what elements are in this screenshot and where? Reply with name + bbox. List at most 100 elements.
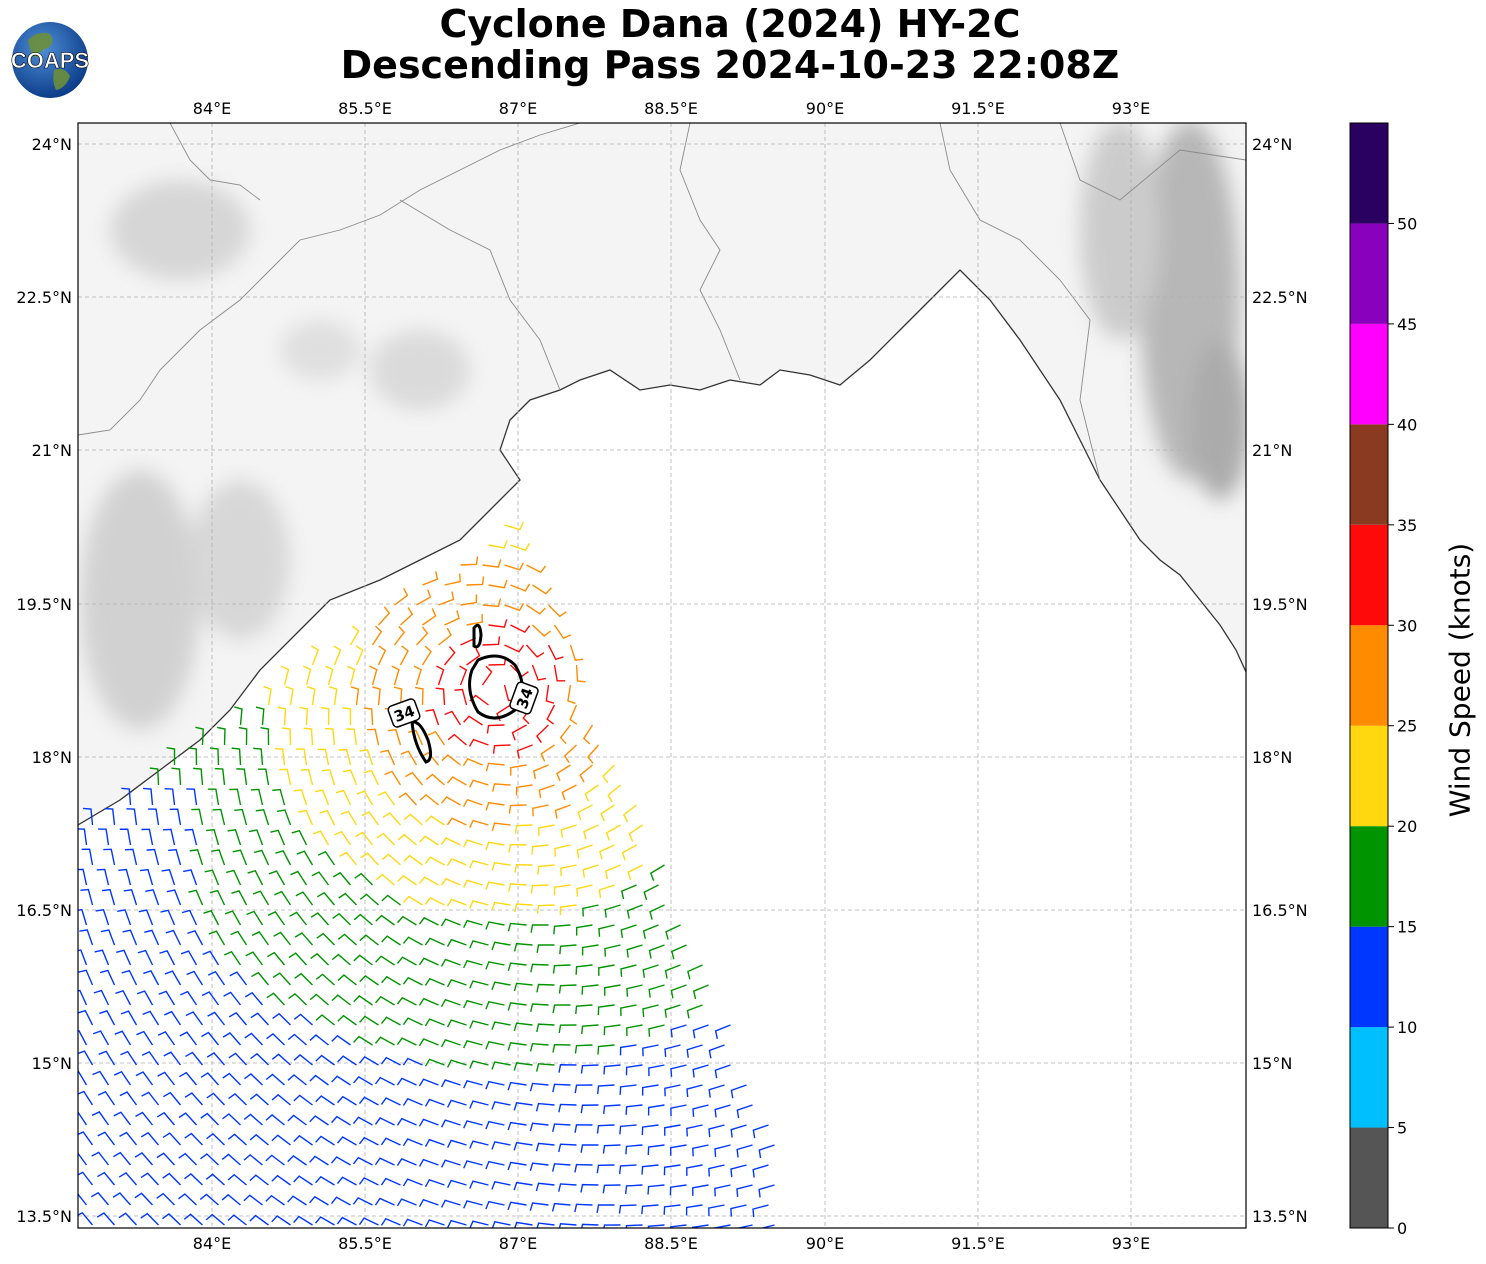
- wind-barb: [310, 645, 320, 666]
- wind-barb: [355, 645, 364, 666]
- colorbar-tick-label: 35: [1397, 516, 1417, 535]
- wind-barb: [381, 935, 401, 946]
- wind-barb: [349, 625, 360, 646]
- wind-barb: [625, 1104, 643, 1115]
- wind-barb: [382, 812, 402, 826]
- wind-barb: [491, 1221, 511, 1228]
- wind-barb: [287, 1195, 307, 1206]
- wind-barb: [253, 747, 264, 766]
- wind-barb: [626, 1024, 643, 1036]
- wind-barb: [332, 871, 352, 886]
- wind-barb: [485, 1120, 505, 1130]
- wind-barb: [375, 955, 395, 966]
- wind-barb: [685, 1204, 703, 1216]
- wind-barb: [138, 909, 154, 926]
- wind-barb: [91, 1151, 110, 1166]
- wind-barb: [485, 1040, 505, 1050]
- wind-barb: [447, 1219, 467, 1228]
- wind-barb: [288, 992, 307, 1006]
- wind-barb: [469, 859, 489, 869]
- wind-barb: [446, 1019, 467, 1028]
- wind-barb: [339, 851, 358, 866]
- wind-barb: [736, 1144, 753, 1158]
- wind-barb: [331, 994, 351, 1006]
- wind-barb: [178, 1152, 197, 1166]
- wind-barb: [142, 787, 154, 806]
- wind-barb: [207, 1011, 226, 1026]
- wind-barb: [582, 904, 599, 917]
- lon-tick-top: 84°E: [193, 99, 231, 118]
- wind-barb: [162, 1132, 182, 1146]
- wind-barb: [446, 979, 467, 988]
- wind-barb: [559, 944, 577, 955]
- wind-barb: [223, 991, 242, 1006]
- wind-barb: [221, 1193, 241, 1206]
- wind-barb: [510, 624, 531, 634]
- wind-barb: [396, 1037, 417, 1046]
- wind-barb: [692, 1024, 709, 1039]
- wind-barb: [180, 950, 198, 966]
- wind-barb: [99, 969, 116, 986]
- wind-barb: [140, 1212, 159, 1226]
- wind-barb: [575, 964, 593, 975]
- wind-barb: [462, 879, 483, 888]
- wind-barb: [315, 1054, 335, 1066]
- wind-barb: [359, 1015, 379, 1026]
- wind-barb: [669, 1184, 687, 1196]
- wind-barb: [557, 1183, 577, 1192]
- wind-barb: [359, 893, 379, 906]
- wind-barb: [459, 665, 468, 686]
- wind-barb: [730, 1164, 747, 1178]
- wind-barb: [114, 1030, 132, 1046]
- wind-barb: [183, 869, 198, 886]
- wind-barb: [238, 726, 248, 746]
- wind-barb: [162, 1172, 181, 1186]
- wind-barb: [535, 1182, 555, 1192]
- wind-barb: [686, 1084, 703, 1098]
- wind-barb: [117, 909, 132, 926]
- wind-barb: [396, 1117, 417, 1126]
- wind-barb: [424, 1178, 445, 1188]
- wind-barb: [560, 824, 577, 838]
- wind-barb: [525, 644, 545, 658]
- colorbar-tick-label: 0: [1397, 1219, 1407, 1238]
- wind-barb: [446, 858, 467, 867]
- wind-barb: [80, 888, 94, 906]
- wind-barb: [642, 1004, 659, 1017]
- wind-barb: [228, 1092, 247, 1106]
- wind-barb: [468, 738, 489, 747]
- wind-barb: [206, 828, 220, 846]
- wind-barb: [641, 1204, 659, 1215]
- wind-barb: [156, 1192, 175, 1206]
- wind-barb: [619, 1124, 637, 1135]
- wind-barb: [314, 789, 330, 806]
- wind-barb: [402, 1218, 423, 1227]
- lat-tick-right: 16.5°N: [1252, 901, 1308, 920]
- wind-barb: [377, 645, 387, 666]
- wind-barb: [446, 1139, 467, 1148]
- wind-barb: [361, 811, 380, 826]
- wind-barb: [507, 1002, 527, 1011]
- wind-barb: [513, 1141, 533, 1151]
- lon-tick-top: 88.5°E: [644, 99, 698, 118]
- wind-barb: [266, 1033, 285, 1046]
- wind-barb: [463, 999, 483, 1009]
- colorbar-tick-label: 50: [1397, 214, 1417, 233]
- wind-barb: [419, 835, 439, 846]
- wind-barb: [157, 1030, 176, 1046]
- wind-barb: [438, 591, 455, 606]
- wind-barb: [440, 1159, 461, 1168]
- wind-barb: [575, 924, 593, 936]
- wind-barb: [626, 984, 643, 997]
- wind-barb: [436, 665, 445, 686]
- wind-barb: [529, 1042, 549, 1052]
- colorbar-segment: [1350, 826, 1388, 927]
- wind-barb: [536, 1222, 555, 1228]
- wind-barb: [670, 1024, 687, 1038]
- wind-barb: [418, 1158, 439, 1167]
- wind-barb: [736, 1104, 753, 1119]
- wind-barb: [135, 1071, 154, 1086]
- wind-barb: [504, 603, 525, 612]
- wind-barb: [211, 849, 226, 866]
- wind-barb: [587, 744, 600, 764]
